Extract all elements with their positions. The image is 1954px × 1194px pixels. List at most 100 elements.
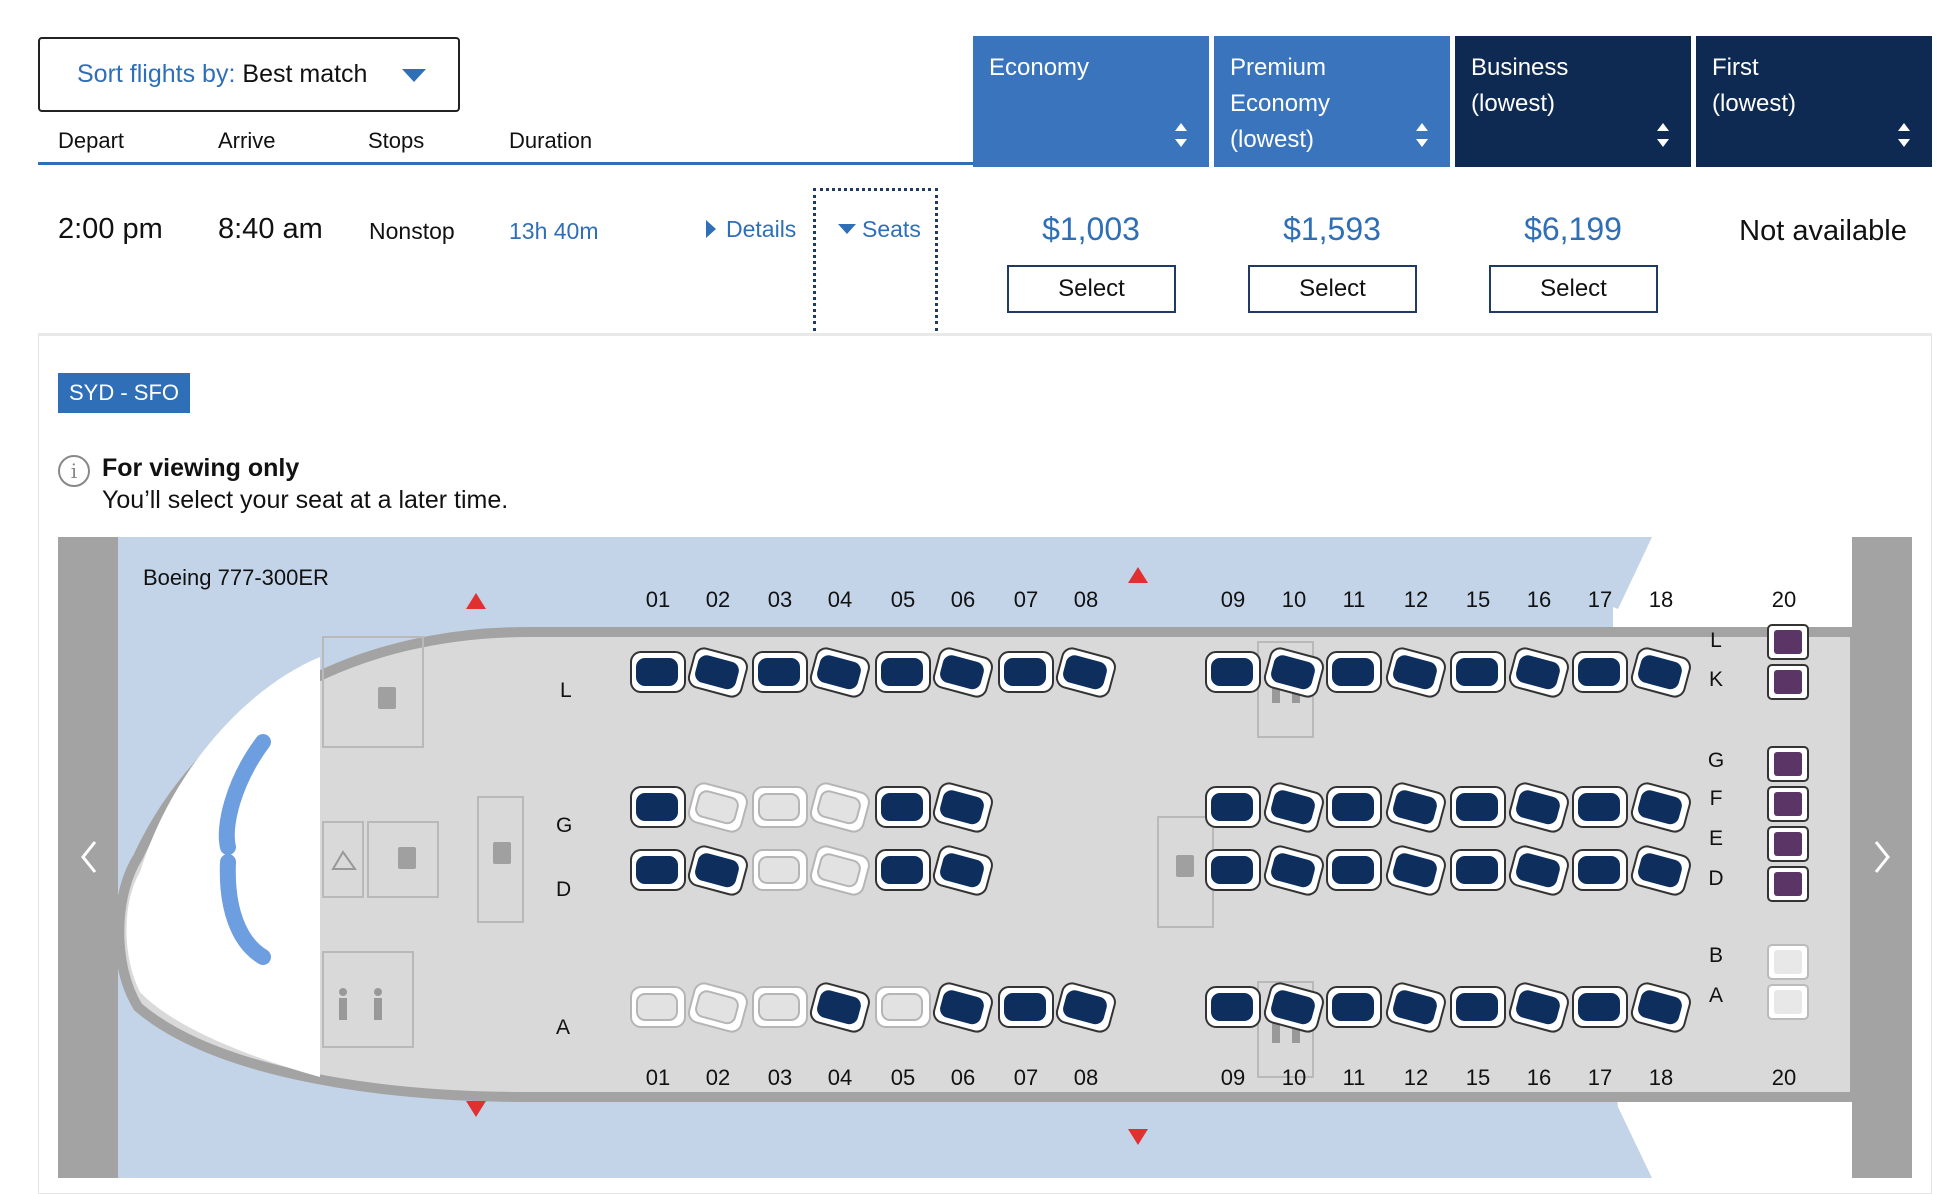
seat-unavailable[interactable] xyxy=(687,781,750,834)
seat-available[interactable] xyxy=(1508,781,1571,834)
seat-available[interactable] xyxy=(932,781,995,834)
seat-available[interactable] xyxy=(1450,651,1506,693)
chevron-right-icon xyxy=(1874,841,1890,873)
seat-available[interactable] xyxy=(1450,786,1506,828)
scroll-left-button[interactable] xyxy=(58,537,118,1178)
seat-available[interactable] xyxy=(1055,646,1118,699)
row-number-top: 05 xyxy=(891,587,915,612)
row-number-bottom: 03 xyxy=(768,1065,792,1090)
seat-letter-D: D xyxy=(556,878,571,901)
column-stops[interactable]: Stops xyxy=(368,128,425,153)
row-number-top: 17 xyxy=(1588,587,1612,612)
column-depart[interactable]: Depart xyxy=(58,128,125,153)
seat-available[interactable] xyxy=(1572,849,1628,891)
column-arrive[interactable]: Arrive xyxy=(218,128,276,153)
seat-available[interactable] xyxy=(998,651,1054,693)
sort-icon xyxy=(1175,123,1187,147)
seat-unavailable[interactable] xyxy=(752,849,808,891)
seat-available[interactable] xyxy=(1263,844,1326,897)
seat-available[interactable] xyxy=(1385,981,1448,1034)
seat-available[interactable] xyxy=(932,646,995,699)
seat-available[interactable] xyxy=(1508,646,1571,699)
seat-available[interactable] xyxy=(998,986,1054,1028)
lavatory-icon xyxy=(339,998,347,1020)
seat-available[interactable] xyxy=(1055,981,1118,1034)
seat-available[interactable] xyxy=(875,651,931,693)
seat-available[interactable] xyxy=(1572,651,1628,693)
seat-available[interactable] xyxy=(687,844,750,897)
row-number-bottom: 12 xyxy=(1404,1065,1428,1090)
seat-available[interactable] xyxy=(630,786,686,828)
seat-available[interactable] xyxy=(752,651,808,693)
seat-available[interactable] xyxy=(1326,786,1382,828)
seat-unavailable[interactable] xyxy=(875,986,931,1028)
price-business: $6,199 xyxy=(1524,211,1622,247)
seat-available[interactable] xyxy=(875,786,931,828)
seat-available[interactable] xyxy=(630,651,686,693)
sort-dropdown[interactable]: Sort flights by: Best match xyxy=(38,37,460,112)
seat-available[interactable] xyxy=(1385,646,1448,699)
seat-unavailable[interactable] xyxy=(809,844,872,897)
seat-available[interactable] xyxy=(1630,844,1693,897)
seat-available[interactable] xyxy=(932,981,995,1034)
seat-available[interactable] xyxy=(1263,781,1326,834)
seat-unavailable[interactable] xyxy=(809,781,872,834)
seat-available[interactable] xyxy=(1326,986,1382,1028)
seat-available[interactable] xyxy=(1385,844,1448,897)
seat-available[interactable] xyxy=(1205,651,1261,693)
seat-available[interactable] xyxy=(809,981,872,1034)
seat-available[interactable] xyxy=(1630,781,1693,834)
row-number-bottom: 07 xyxy=(1014,1065,1038,1090)
fare-business-line1: Business xyxy=(1471,54,1569,81)
seat-available[interactable] xyxy=(932,844,995,897)
select-premium-economy-button[interactable]: Select xyxy=(1248,265,1417,313)
seat-available[interactable] xyxy=(1450,849,1506,891)
lavatory-box xyxy=(322,951,414,1048)
seat-available[interactable] xyxy=(1508,844,1571,897)
seat-unavailable[interactable] xyxy=(752,786,808,828)
galley-box xyxy=(477,796,524,923)
seat-available[interactable] xyxy=(1205,986,1261,1028)
fare-first-line2: (lowest) xyxy=(1712,90,1797,117)
row-number-top: 08 xyxy=(1074,587,1098,612)
seat-available[interactable] xyxy=(1205,786,1261,828)
seat-available[interactable] xyxy=(1263,981,1326,1034)
premium-seat-cushion xyxy=(1774,950,1802,974)
fare-column-economy[interactable]: Economy xyxy=(973,36,1209,167)
seat-unavailable[interactable] xyxy=(687,981,750,1034)
select-business-button[interactable]: Select xyxy=(1489,265,1658,313)
seat-available[interactable] xyxy=(1205,849,1261,891)
seat-available[interactable] xyxy=(1385,781,1448,834)
exit-marker xyxy=(466,593,486,609)
seat-available[interactable] xyxy=(1630,646,1693,699)
seat-letter-A: A xyxy=(556,1016,570,1039)
seat-available[interactable] xyxy=(1572,986,1628,1028)
sort-icon xyxy=(1898,123,1910,147)
seat-available[interactable] xyxy=(1572,786,1628,828)
seat-available[interactable] xyxy=(1263,646,1326,699)
exit-marker xyxy=(1128,1129,1148,1145)
seats-link[interactable]: Seats xyxy=(838,216,921,243)
seat-available[interactable] xyxy=(630,849,686,891)
seat-available[interactable] xyxy=(687,646,750,699)
scroll-right-button[interactable] xyxy=(1852,537,1912,1178)
fare-column-first[interactable]: First (lowest) xyxy=(1696,36,1932,167)
select-economy-button[interactable]: Select xyxy=(1007,265,1176,313)
seat-available[interactable] xyxy=(875,849,931,891)
seat-available[interactable] xyxy=(1326,651,1382,693)
lavatory-icon xyxy=(339,988,347,996)
details-link[interactable]: Details xyxy=(706,216,796,243)
seat-unavailable[interactable] xyxy=(752,986,808,1028)
seat-available[interactable] xyxy=(809,646,872,699)
closet-box xyxy=(322,821,364,898)
seat-available[interactable] xyxy=(1630,981,1693,1034)
seat-available[interactable] xyxy=(1450,986,1506,1028)
seat-available[interactable] xyxy=(1326,849,1382,891)
price-economy: $1,003 xyxy=(1042,211,1140,247)
column-duration[interactable]: Duration xyxy=(509,128,593,153)
fare-column-business[interactable]: Business (lowest) xyxy=(1455,36,1691,167)
seat-unavailable[interactable] xyxy=(630,986,686,1028)
seat-available[interactable] xyxy=(1508,981,1571,1034)
fare-column-premium-economy[interactable]: Premium Economy (lowest) xyxy=(1214,36,1450,167)
aircraft-label: Boeing 777-300ER xyxy=(143,565,329,590)
